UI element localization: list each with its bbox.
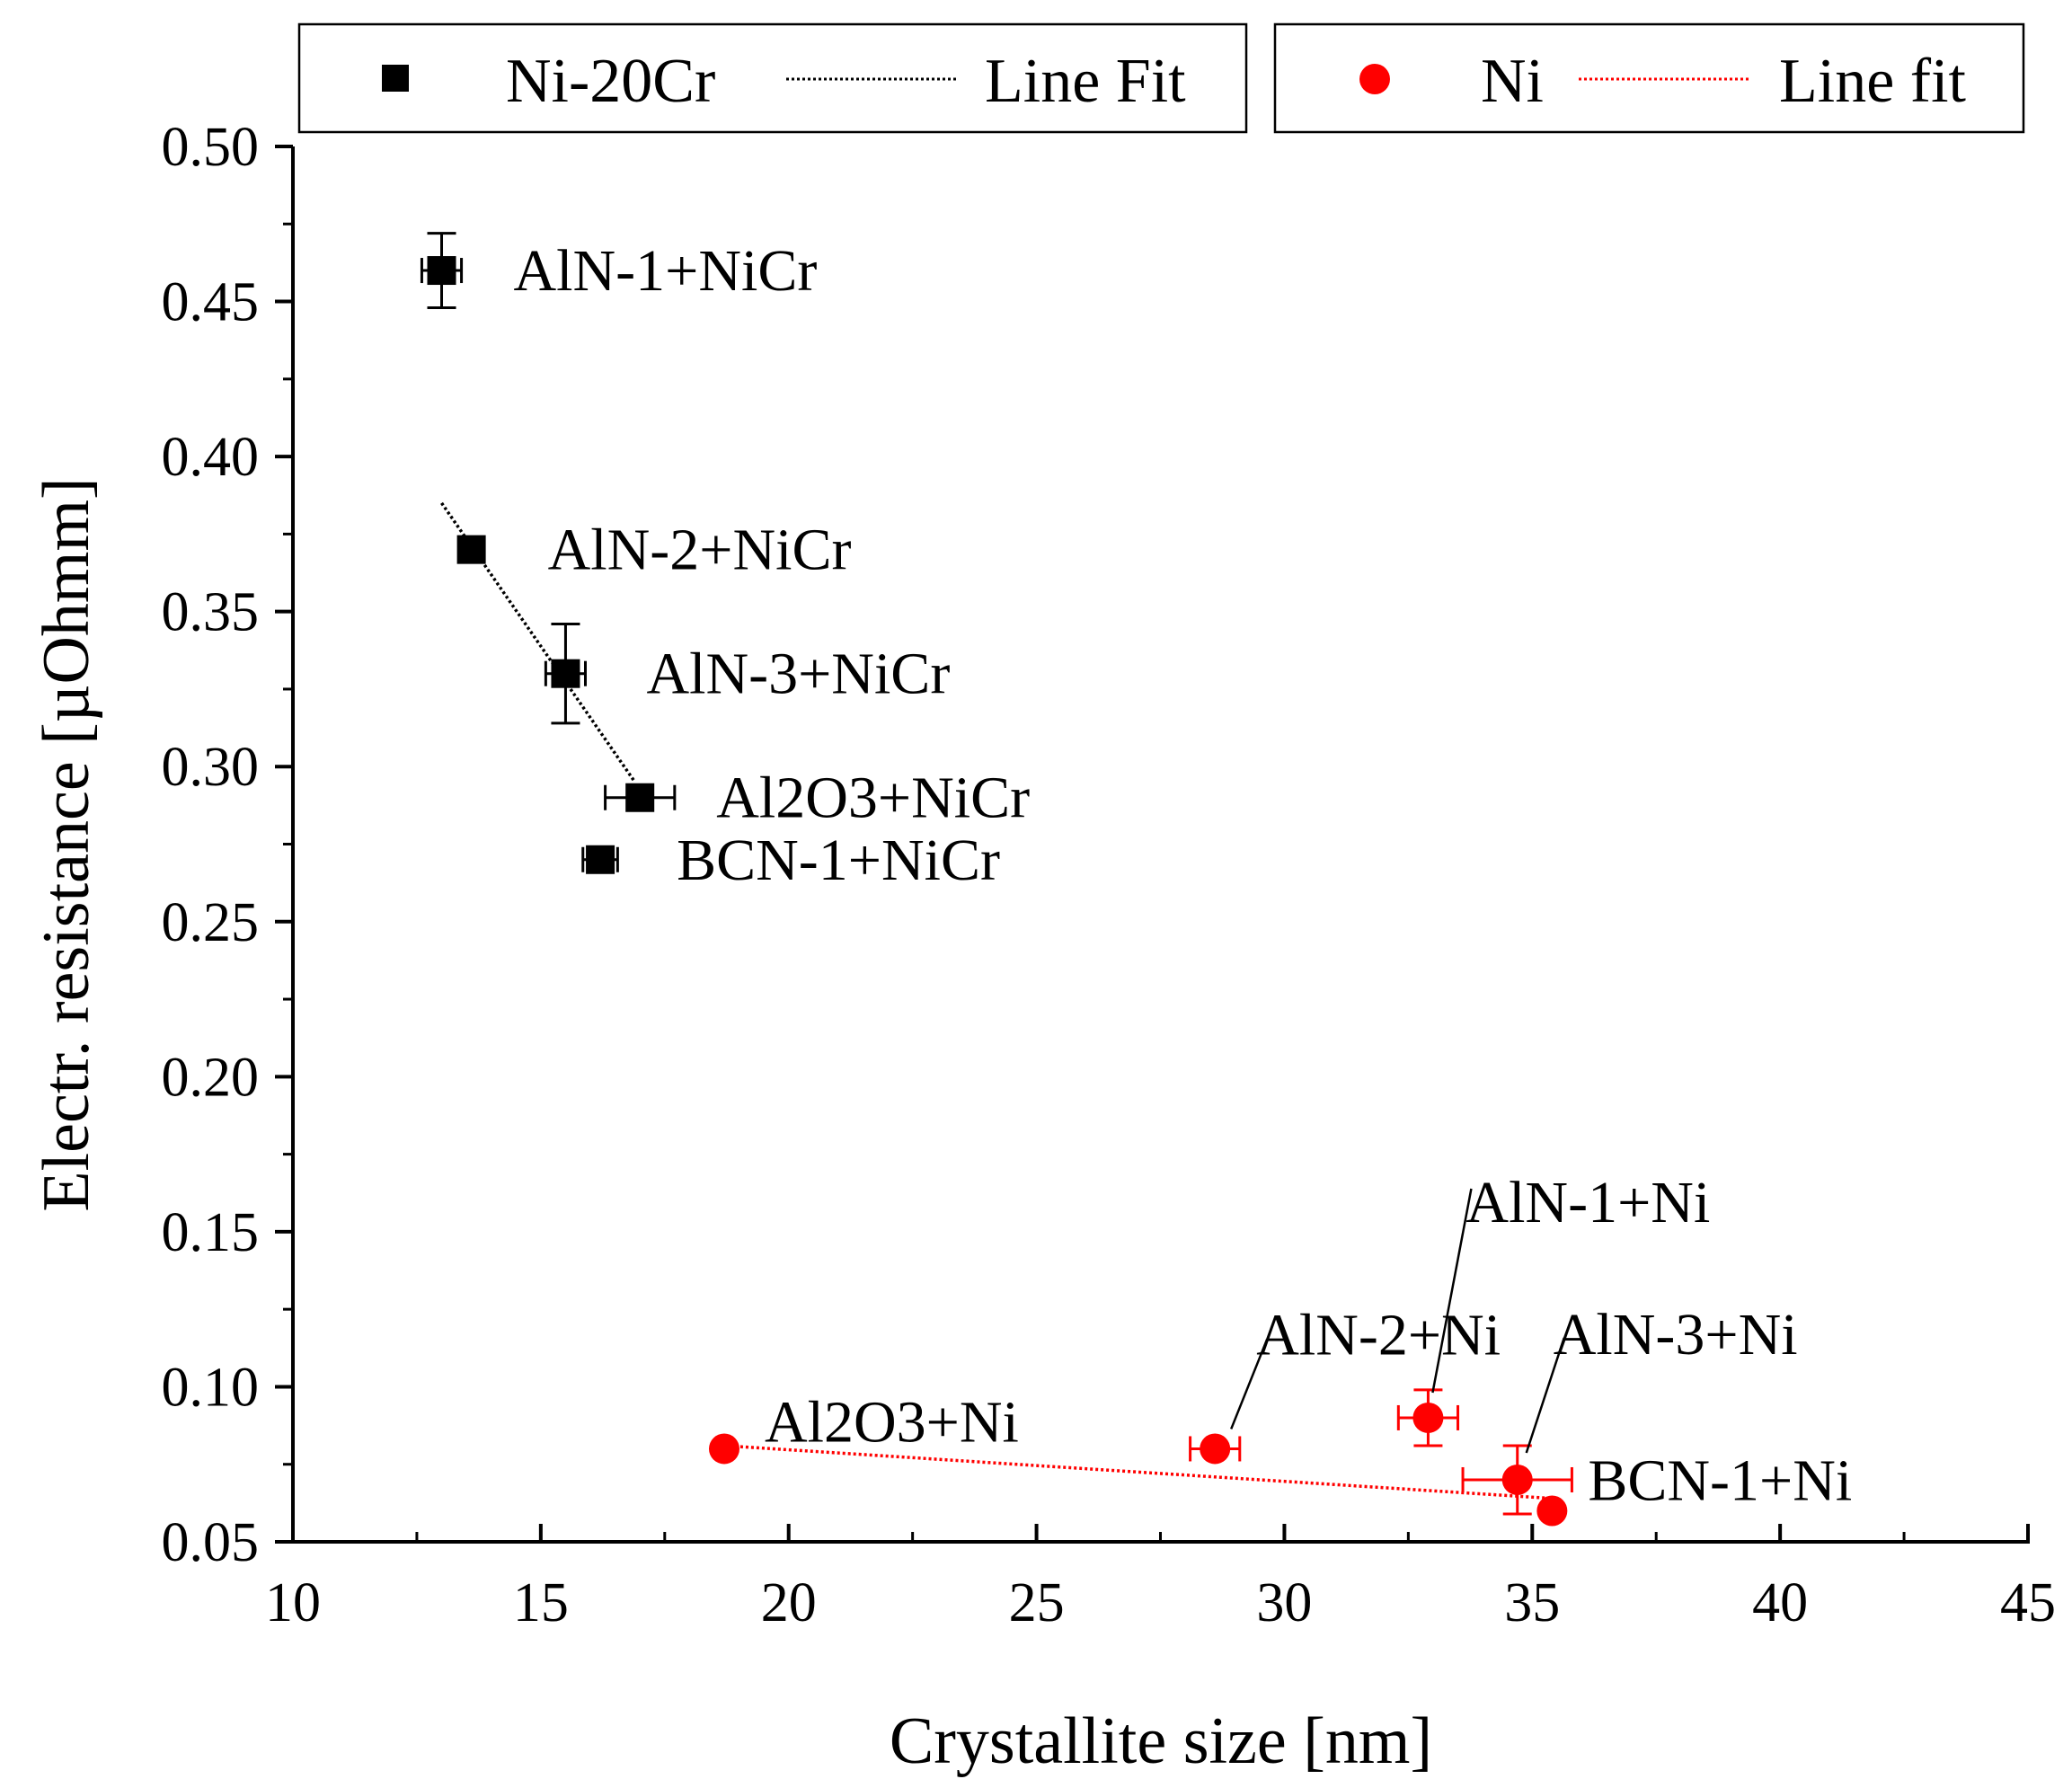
x-axis-title: Crystallite size [nm] xyxy=(890,1704,1432,1778)
label-leader-line xyxy=(1230,1339,1269,1430)
y-tick-label: 0.30 xyxy=(162,737,260,798)
label-leader-line xyxy=(1431,1188,1473,1394)
data-label: AlN-1+Ni xyxy=(1465,1170,1710,1235)
data-label: AlN-2+Ni xyxy=(1256,1302,1501,1368)
x-tick-label: 40 xyxy=(1752,1572,1808,1633)
x-tick-label: 30 xyxy=(1256,1572,1312,1633)
tick-labels: 10 15 20 25 30 35 40 45 0.05 0.10 0.15 0.20 0.25 0.30… xyxy=(162,117,2057,1633)
x-tick-label: 20 xyxy=(761,1572,817,1633)
legend-square-marker-icon xyxy=(382,65,409,92)
y-tick-label: 0.25 xyxy=(162,892,260,953)
y-tick-label: 0.10 xyxy=(162,1357,260,1418)
legend-ni20cr: Ni-20Cr Line Fit xyxy=(297,22,1248,134)
data-point-circle xyxy=(708,1433,739,1465)
legend-series-name: Ni-20Cr xyxy=(506,47,715,116)
data-label: AlN-3+NiCr xyxy=(646,642,950,707)
label-leader-lines xyxy=(1230,1188,1565,1454)
data-point-circle xyxy=(1501,1464,1533,1495)
y-tick-label: 0.45 xyxy=(162,272,260,333)
y-tick-label: 0.15 xyxy=(162,1202,260,1263)
legend-fit-label: Line Fit xyxy=(985,47,1186,116)
legend-fit-label: Line fit xyxy=(1779,47,1967,116)
data-point-square xyxy=(586,845,615,874)
legend-series-name: Ni xyxy=(1481,47,1544,116)
legend-box xyxy=(297,22,1248,134)
ticks xyxy=(275,145,2030,1544)
y-axis-title: Electr. resistance [µOhmm] xyxy=(30,477,103,1211)
legend-ni: Ni Line fit xyxy=(1273,22,2025,134)
y-tick-label: 0.05 xyxy=(162,1512,260,1573)
data-label: BCN-1+Ni xyxy=(1588,1447,1852,1513)
data-label: AlN-1+NiCr xyxy=(514,238,818,304)
x-tick-label: 10 xyxy=(265,1572,321,1633)
y-tick-label: 0.50 xyxy=(162,117,260,178)
data-point-square xyxy=(551,659,580,688)
data-point-square xyxy=(625,783,655,812)
data-label: Al2O3+Ni xyxy=(765,1389,1019,1455)
label-leader-line xyxy=(1525,1337,1565,1454)
data-point-square xyxy=(456,535,486,564)
data-label: BCN-1+NiCr xyxy=(677,828,1000,893)
data-point-circle xyxy=(1536,1495,1568,1527)
x-tick-label: 35 xyxy=(1504,1572,1560,1633)
x-tick-label: 25 xyxy=(1009,1572,1065,1633)
data-point-circle xyxy=(1412,1402,1444,1433)
data-point-circle xyxy=(1200,1433,1231,1465)
x-tick-label: 15 xyxy=(513,1572,569,1633)
y-tick-label: 0.40 xyxy=(162,427,260,488)
data-label: AlN-3+Ni xyxy=(1554,1302,1798,1368)
data-label: Al2O3+NiCr xyxy=(716,766,1030,831)
x-tick-label: 45 xyxy=(2000,1572,2056,1633)
data-point-square xyxy=(427,256,456,286)
y-tick-label: 0.20 xyxy=(162,1047,260,1108)
legend-circle-marker-icon xyxy=(1359,64,1390,94)
data-labels: AlN-1+NiCr AlN-2+NiCr AlN-3+NiCr Al2O3+NiCr… xyxy=(514,238,1853,1513)
y-tick-label: 0.35 xyxy=(162,582,260,643)
fit-line-ni xyxy=(723,1444,1553,1500)
data-markers xyxy=(427,256,1568,1527)
data-label: AlN-2+NiCr xyxy=(548,518,852,583)
